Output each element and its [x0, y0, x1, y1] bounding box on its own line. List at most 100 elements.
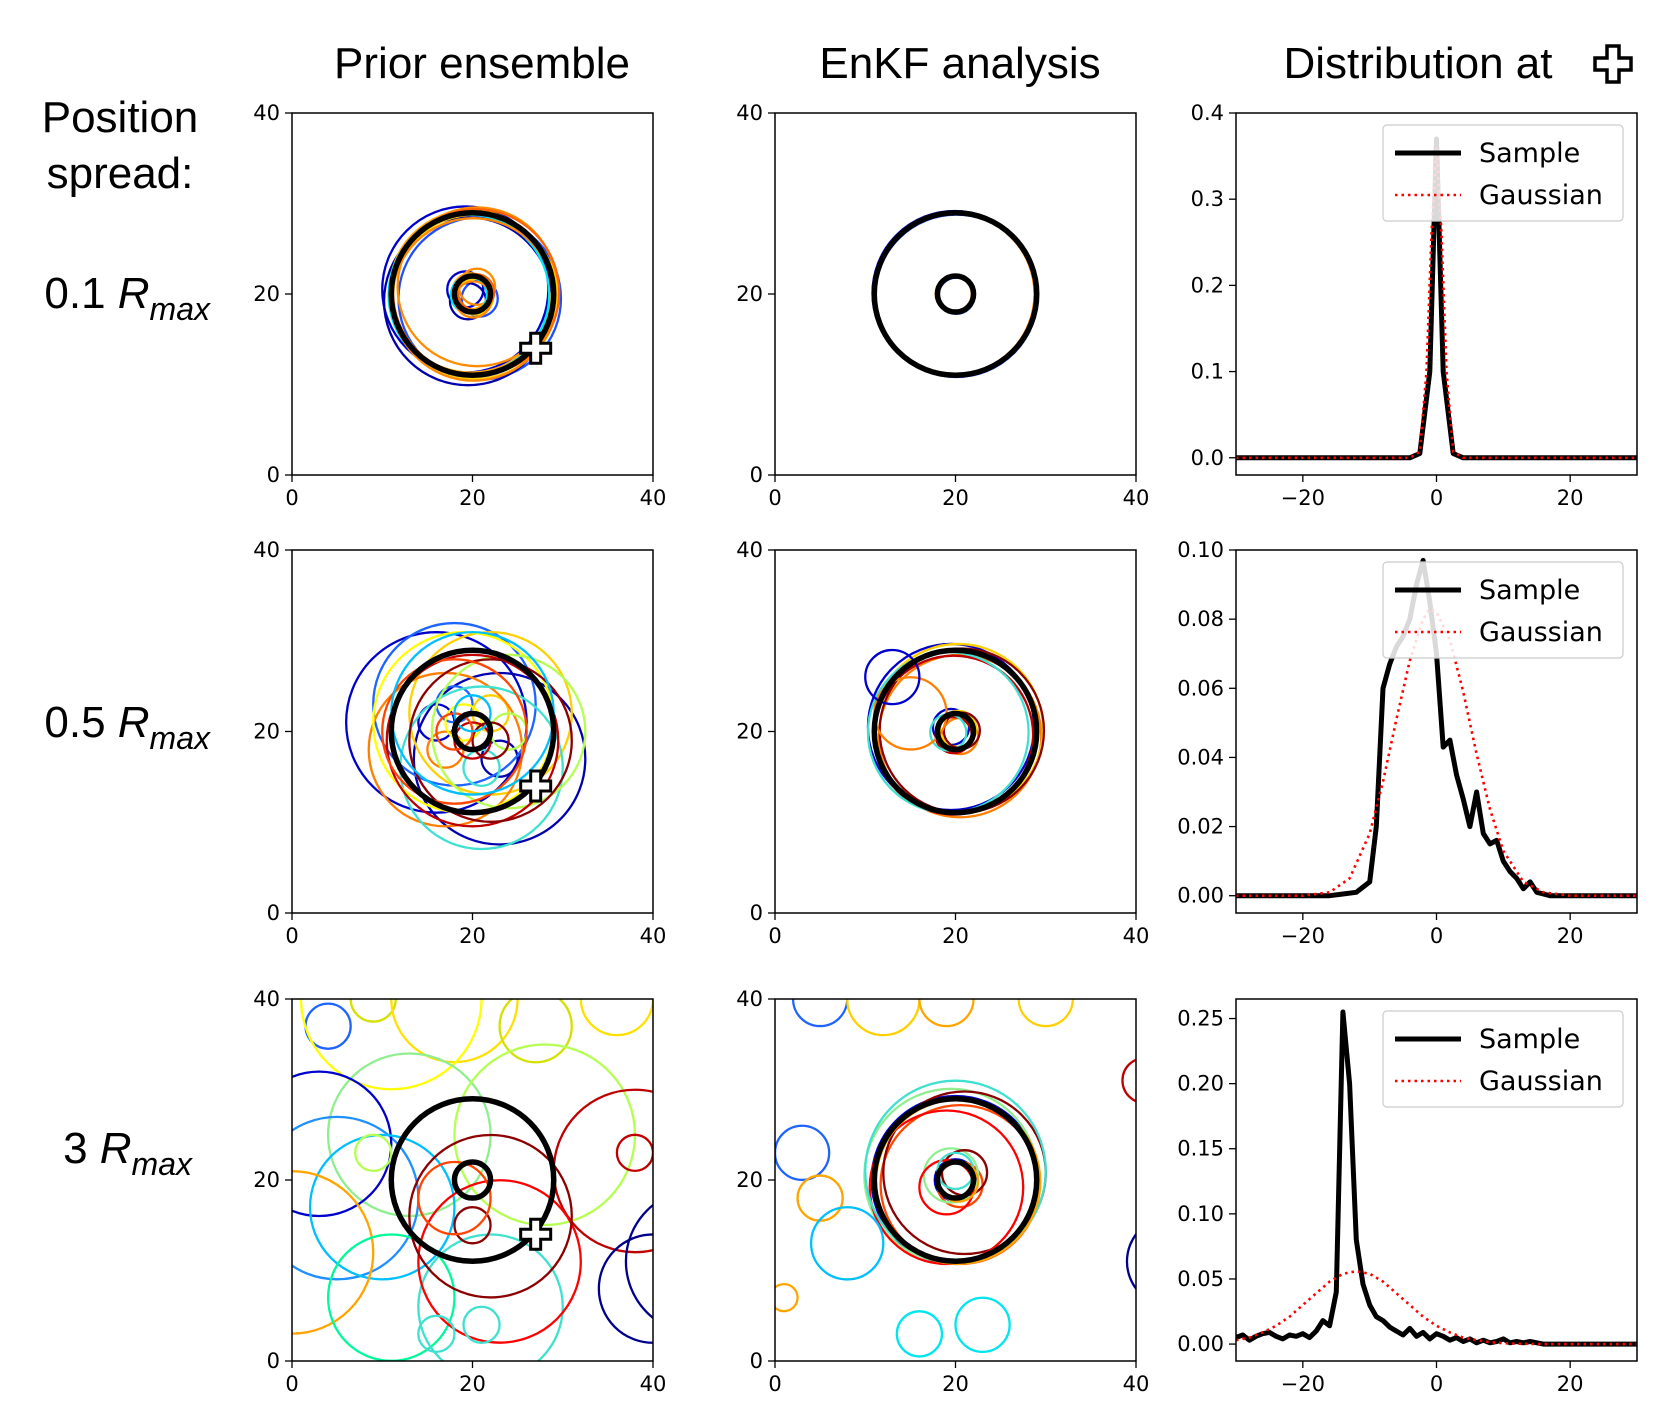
- row-label-2: 3 Rmax: [63, 1124, 193, 1182]
- legend: Sample Gaussian: [1382, 561, 1624, 659]
- ensemble-member-contour: [354, 1133, 393, 1173]
- gaussian-series-line: [1236, 1269, 1637, 1346]
- x-axis-tick-label: 20: [942, 1372, 969, 1396]
- y-axis-tick-label: 0.25: [1177, 1007, 1224, 1031]
- truth-inner-contour: [934, 1159, 977, 1201]
- row-label-2-subscript: max: [132, 1146, 193, 1182]
- analysis-panel-0: 0 20 40 0 20 40: [736, 101, 1149, 510]
- distribution-panel-2: −20 0 20 0.00 0.05 0.10 0.15 0.20 0.25 Sample Gaus…: [1177, 998, 1638, 1396]
- sample-series-line: [1236, 557, 1637, 899]
- ensemble-member-contour: [417, 1314, 456, 1354]
- white-cross-icon: [1593, 44, 1633, 84]
- row-label-0-prefix: 0.1: [44, 269, 117, 318]
- ensemble-member-contour: [292, 1070, 393, 1218]
- analysis-panel-1-plot: [864, 642, 1046, 819]
- truth-outer-contour: [388, 210, 557, 378]
- prior-panel-1: 0 20 40 0 20 40: [253, 538, 666, 948]
- y-axis-tick-label: 0: [750, 463, 763, 487]
- y-axis-tick-label: 40: [253, 538, 280, 562]
- ensemble-member-contour: [918, 999, 975, 1028]
- truth-outer-contour: [871, 647, 1040, 816]
- x-axis-tick-label: −20: [1281, 1372, 1325, 1396]
- truth-inner-contour: [934, 273, 977, 315]
- row-label-1-subscript: max: [150, 720, 211, 756]
- legend: Sample Gaussian: [1382, 1010, 1624, 1108]
- ensemble-member-contour: [809, 1206, 885, 1281]
- y-axis-tick-label: 0.1: [1191, 360, 1224, 384]
- x-axis-tick-label: 0: [1430, 924, 1443, 948]
- x-axis-tick-label: 40: [640, 486, 667, 510]
- row-label-1-prefix: 0.5: [44, 698, 117, 747]
- column-title-prior: Prior ensemble: [334, 39, 630, 88]
- column-title-distribution: Distribution at: [1283, 39, 1552, 88]
- x-axis-tick-label: −20: [1281, 924, 1325, 948]
- ensemble-member-contour: [498, 999, 573, 1064]
- legend-sample-label: Sample: [1479, 1024, 1580, 1055]
- x-axis-tick-label: 40: [1123, 486, 1150, 510]
- y-axis-tick-label: 0.0: [1191, 446, 1224, 470]
- ensemble-member-contour: [624, 1203, 653, 1320]
- x-axis-tick-label: 0: [285, 1372, 298, 1396]
- row-label-2-prefix: 3: [63, 1124, 100, 1173]
- y-axis-tick-label: 0.00: [1177, 1332, 1224, 1356]
- x-axis-tick-label: 20: [1557, 1372, 1584, 1396]
- x-axis-tick-label: 20: [459, 1372, 486, 1396]
- ensemble-member-contour: [1125, 1232, 1136, 1291]
- truth-outer-contour: [871, 1096, 1040, 1264]
- ensemble-member-contour: [430, 653, 587, 810]
- prior-panel-2-plot: [292, 999, 653, 1361]
- row-header-line-2: spread:: [47, 149, 194, 198]
- x-axis-tick-label: 0: [768, 1372, 781, 1396]
- analysis-panel-2: 0 20 40 0 20 40: [736, 987, 1149, 1396]
- ensemble-member-contour: [417, 1233, 564, 1361]
- ensemble-member-contour: [1121, 1058, 1136, 1103]
- y-axis-tick-label: 0.04: [1177, 745, 1224, 769]
- y-axis-tick-label: 0: [267, 901, 280, 925]
- row-label-0-subscript: max: [150, 291, 211, 327]
- legend-sample-label: Sample: [1479, 575, 1580, 606]
- ensemble-member-contour: [292, 1170, 375, 1335]
- y-axis-tick-label: 40: [736, 987, 763, 1011]
- legend-gaussian-label: Gaussian: [1479, 617, 1603, 648]
- ensemble-member-contour: [299, 999, 483, 1091]
- x-axis-tick-label: 20: [1557, 924, 1584, 948]
- ensemble-member-contour: [462, 1305, 501, 1344]
- prior-panel-0-frame: [291, 112, 654, 476]
- y-axis-tick-label: 20: [736, 282, 763, 306]
- y-axis-tick-label: 0.02: [1177, 815, 1224, 839]
- y-axis-tick-label: 40: [253, 101, 280, 125]
- y-axis-tick-label: 0.08: [1177, 607, 1224, 631]
- y-axis-tick-label: 20: [736, 1168, 763, 1192]
- y-axis-tick-label: 40: [253, 987, 280, 1011]
- legend: Sample Gaussian: [1382, 124, 1624, 222]
- truth-inner-contour: [451, 710, 494, 753]
- y-axis-tick-label: 0.3: [1191, 187, 1224, 211]
- row-header-line-1: Position: [42, 93, 199, 142]
- ensemble-member-contour: [895, 1310, 944, 1358]
- x-axis-tick-label: 0: [768, 924, 781, 948]
- prior-panel-2-frame: [291, 998, 654, 1362]
- x-axis-tick-label: 0: [285, 486, 298, 510]
- y-axis-tick-label: 0.10: [1177, 1202, 1224, 1226]
- ensemble-member-contour: [326, 1052, 492, 1218]
- y-axis-tick-label: 0.00: [1177, 884, 1224, 908]
- y-axis-tick-label: 0: [750, 1349, 763, 1373]
- white-cross-icon: [519, 1217, 553, 1251]
- y-axis-tick-label: 0.05: [1177, 1267, 1224, 1291]
- truth-inner-contour: [451, 1159, 494, 1201]
- ensemble-member-contour: [399, 685, 564, 851]
- truth-outer-contour: [388, 647, 557, 816]
- truth-inner-contour: [451, 273, 494, 315]
- analysis-panel-2-plot: [775, 999, 1136, 1358]
- legend-box: [1382, 124, 1624, 222]
- x-axis-tick-label: 0: [285, 924, 298, 948]
- panels: 0 20 40 0 20 40 0 20 40 0 20 40 −20 0 20 0.0 0.1 0.2 0.3 0.…: [253, 101, 1638, 1396]
- prior-panel-0-plot: [381, 205, 563, 387]
- ensemble-member-contour: [408, 658, 573, 823]
- x-axis-tick-label: 40: [640, 1372, 667, 1396]
- distribution-panel-1: −20 0 20 0.00 0.02 0.04 0.06 0.08 0.10 Sample Gaus…: [1177, 538, 1638, 948]
- y-axis-tick-label: 0.20: [1177, 1072, 1224, 1096]
- distribution-panel-0: −20 0 20 0.0 0.1 0.2 0.3 0.4 Sample Gaussian: [1191, 101, 1638, 510]
- x-axis-tick-label: 40: [1123, 924, 1150, 948]
